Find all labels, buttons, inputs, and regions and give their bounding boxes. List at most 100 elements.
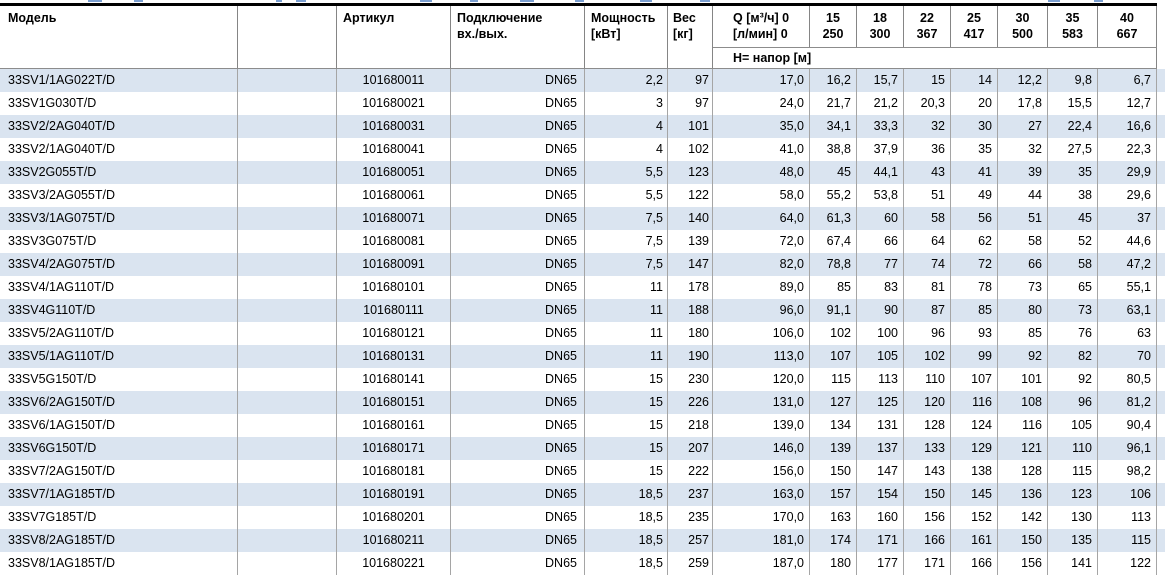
table-row: 33SV7G185T/D 101680201 DN65 18,5 235 170,0 163…: [0, 506, 1165, 529]
row-filler: [1157, 299, 1165, 322]
model-cell: 33SV6/2AG150T/D: [0, 391, 238, 414]
head-cell-22: 133: [904, 437, 951, 460]
head-cell-40: 37: [1098, 207, 1157, 230]
row-filler: [1157, 483, 1165, 506]
model-cell: 33SV3G075T/D: [0, 230, 238, 253]
row-filler: [1157, 92, 1165, 115]
head-cell-40: 63: [1098, 322, 1157, 345]
head-cell-18: 177: [857, 552, 904, 575]
spacer-cell: [238, 391, 337, 414]
head-cell-35: 76: [1048, 322, 1098, 345]
article-cell: 101680061: [337, 184, 451, 207]
head-cell-35: 9,8: [1048, 69, 1098, 92]
connection-cell: DN65: [451, 368, 585, 391]
head-cell-15: 45: [810, 161, 857, 184]
spacer-cell: [238, 230, 337, 253]
power-line2: [кВт]: [591, 27, 621, 41]
table-row: 33SV4G110T/D 101680111 DN65 11 188 96,0 91,1 90…: [0, 299, 1165, 322]
head-cell-15: 34,1: [810, 115, 857, 138]
head-cell-22: 96: [904, 322, 951, 345]
head-cell-30: 12,2: [998, 69, 1048, 92]
article-cell: 101680141: [337, 368, 451, 391]
spacer-cell: [238, 437, 337, 460]
q-line2: [л/мин] 0: [733, 27, 788, 41]
article-cell: 101680111: [337, 299, 451, 322]
model-cell: 33SV4/2AG075T/D: [0, 253, 238, 276]
head-cell-25: 138: [951, 460, 998, 483]
model-cell: 33SV4G110T/D: [0, 299, 238, 322]
weight-cell: 178: [668, 276, 713, 299]
power-cell: 15: [585, 368, 668, 391]
col-header-flow-40: 40 667: [1098, 6, 1157, 47]
header-bottom-rule: [0, 68, 1157, 69]
head-cell-30: 101: [998, 368, 1048, 391]
power-cell: 18,5: [585, 529, 668, 552]
head-cell-30: 136: [998, 483, 1048, 506]
row-filler: [1157, 529, 1165, 552]
head-cell-40: 96,1: [1098, 437, 1157, 460]
head-cell-15: 180: [810, 552, 857, 575]
head-cell-30: 32: [998, 138, 1048, 161]
model-cell: 33SV8/1AG185T/D: [0, 552, 238, 575]
head-cell-35: 141: [1048, 552, 1098, 575]
head-cell-35: 110: [1048, 437, 1098, 460]
head-cell-22: 36: [904, 138, 951, 161]
model-cell: 33SV2/2AG040T/D: [0, 115, 238, 138]
head-cell-18: 125: [857, 391, 904, 414]
table-row: 33SV7/1AG185T/D 101680191 DN65 18,5 237 163,0…: [0, 483, 1165, 506]
weight-cell: 226: [668, 391, 713, 414]
head-cell-15: 67,4: [810, 230, 857, 253]
weight-cell: 218: [668, 414, 713, 437]
head-cell-40: 47,2: [1098, 253, 1157, 276]
head-cell-35: 123: [1048, 483, 1098, 506]
head-cell-30: 73: [998, 276, 1048, 299]
head-q0-cell: 41,0: [713, 138, 810, 161]
head-cell-40: 106: [1098, 483, 1157, 506]
spacer-cell: [238, 506, 337, 529]
head-cell-25: 152: [951, 506, 998, 529]
head-cell-35: 52: [1048, 230, 1098, 253]
model-cell: 33SV7G185T/D: [0, 506, 238, 529]
head-cell-25: 62: [951, 230, 998, 253]
row-filler: [1157, 253, 1165, 276]
head-cell-40: 16,6: [1098, 115, 1157, 138]
head-cell-18: 137: [857, 437, 904, 460]
head-cell-15: 134: [810, 414, 857, 437]
table-row: 33SV6G150T/D 101680171 DN65 15 207 146,0 139 13…: [0, 437, 1165, 460]
head-cell-15: 91,1: [810, 299, 857, 322]
head-q0-cell: 17,0: [713, 69, 810, 92]
head-cell-35: 135: [1048, 529, 1098, 552]
head-cell-25: 107: [951, 368, 998, 391]
head-cell-40: 113: [1098, 506, 1157, 529]
col-header-flow-30: 30 500: [998, 6, 1048, 47]
head-cell-22: 87: [904, 299, 951, 322]
row-filler: [1157, 184, 1165, 207]
connection-cell: DN65: [451, 230, 585, 253]
col-header-article: Артикул: [337, 6, 451, 68]
row-filler: [1157, 69, 1165, 92]
article-cell: 101680121: [337, 322, 451, 345]
spacer-cell: [238, 345, 337, 368]
head-cell-15: 38,8: [810, 138, 857, 161]
head-cell-25: 161: [951, 529, 998, 552]
head-cell-15: 163: [810, 506, 857, 529]
article-cell: 101680091: [337, 253, 451, 276]
head-cell-18: 33,3: [857, 115, 904, 138]
row-filler: [1157, 115, 1165, 138]
weight-cell: 122: [668, 184, 713, 207]
head-cell-40: 6,7: [1098, 69, 1157, 92]
row-filler: [1157, 138, 1165, 161]
table-row: 33SV5/2AG110T/D 101680121 DN65 11 180 106,0 10…: [0, 322, 1165, 345]
head-q0-cell: 163,0: [713, 483, 810, 506]
col-header-flow-22: 22 367: [904, 6, 951, 47]
model-cell: 33SV1/1AG022T/D: [0, 69, 238, 92]
spacer-cell: [238, 184, 337, 207]
weight-cell: 139: [668, 230, 713, 253]
head-cell-15: 21,7: [810, 92, 857, 115]
weight-cell: 147: [668, 253, 713, 276]
article-cell: 101680041: [337, 138, 451, 161]
table-row: 33SV5/1AG110T/D 101680131 DN65 11 190 113,0 10…: [0, 345, 1165, 368]
col-header-flow-25: 25 417: [951, 6, 998, 47]
spacer-cell: [238, 368, 337, 391]
model-cell: 33SV6G150T/D: [0, 437, 238, 460]
